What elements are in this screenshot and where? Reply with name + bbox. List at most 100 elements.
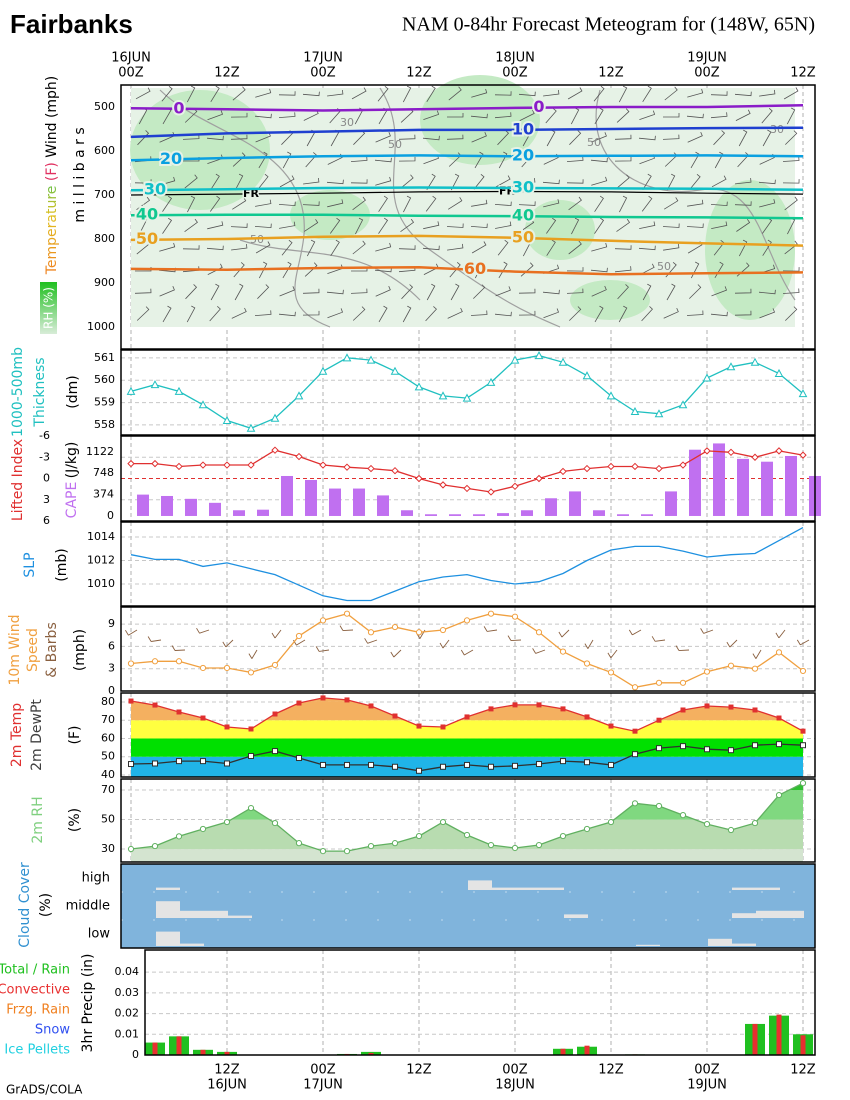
marker [560, 758, 566, 765]
isotherm-label: 0 [533, 97, 544, 116]
panel-frame [120, 84, 816, 350]
marker [775, 791, 783, 799]
marker [680, 707, 686, 713]
marker [440, 763, 446, 770]
rh-contour-label: 50 [587, 136, 601, 149]
marker [632, 751, 638, 758]
panel-label-2: CAPE [64, 482, 80, 519]
title: Fairbanks [10, 9, 133, 39]
cloud-bar [156, 901, 180, 918]
marker [679, 679, 687, 686]
marker [271, 446, 279, 454]
panel-label: Speed [25, 628, 41, 672]
y-tick-label: 0.02 [115, 1007, 140, 1020]
marker [223, 664, 231, 672]
marker [558, 357, 568, 366]
marker [536, 761, 542, 768]
marker [656, 717, 662, 723]
marker [799, 667, 807, 675]
cape-bar [185, 498, 197, 516]
time-label: 12Z [598, 66, 624, 81]
cape-bar [593, 510, 605, 516]
cloud-bar [180, 943, 204, 946]
time-label: 00Z [118, 66, 144, 81]
panel-label: & Barbs [44, 622, 60, 678]
time-label: 12Z [406, 66, 432, 81]
marker [536, 702, 542, 708]
marker [391, 840, 399, 847]
freezing-level [130, 190, 804, 196]
cape-bar [545, 498, 557, 516]
marker [464, 761, 470, 768]
level-label: low [88, 927, 111, 942]
marker [127, 660, 135, 667]
marker [535, 629, 543, 636]
marker [630, 406, 640, 416]
marker [247, 669, 255, 676]
isotherm [130, 234, 804, 247]
marker [511, 613, 519, 620]
unit-label: (%) [38, 893, 54, 917]
marker [415, 474, 423, 483]
marker [199, 825, 207, 833]
marker [174, 386, 184, 395]
y-tick-label: 60 [101, 731, 115, 744]
cloud-bar [156, 931, 180, 946]
marker [656, 745, 662, 752]
marker [584, 714, 590, 720]
y-tick-label: 0 [43, 472, 50, 485]
panel-label: Cloud Cover [17, 862, 33, 948]
marker [128, 761, 134, 768]
panel-frame [120, 521, 816, 607]
marker [270, 413, 280, 422]
y2-tick-label: 374 [93, 488, 114, 501]
wind-barbs [125, 625, 810, 659]
marker [224, 724, 230, 730]
cloud-bar [468, 880, 492, 890]
date-label: 17JUN [303, 1078, 343, 1093]
marker [151, 459, 159, 468]
precip-bar [584, 1045, 590, 1055]
y-tick-label: 558 [94, 418, 115, 431]
marker [487, 488, 495, 496]
marker [175, 462, 183, 471]
cape-bar [785, 455, 797, 516]
marker [343, 847, 351, 855]
cloud-bar [204, 910, 228, 918]
y-tick-label: 9 [108, 617, 115, 630]
precip-bar [800, 1035, 806, 1055]
y-tick-label: 1014 [87, 530, 115, 543]
marker [368, 703, 374, 709]
date-label: 17JUN [303, 51, 343, 66]
marker [366, 355, 376, 364]
marker [631, 462, 639, 471]
panel-label: Thickness [32, 357, 48, 427]
isotherm [130, 103, 804, 112]
y-tick-label: 30 [101, 842, 115, 855]
precip-bar [224, 1051, 230, 1055]
marker [799, 780, 807, 787]
panel-label: 10m Wind [7, 614, 23, 685]
marker [391, 623, 399, 631]
marker [367, 464, 375, 473]
isotherm-label: 50 [136, 229, 158, 248]
time-label: 12Z [214, 66, 240, 81]
time-label: 00Z [502, 66, 528, 81]
cloud-bar [708, 938, 732, 946]
marker [248, 726, 254, 732]
marker [535, 841, 543, 849]
cape-bar [377, 495, 389, 516]
marker [342, 353, 352, 362]
isotherm [130, 186, 804, 192]
isotherm-label: 20 [512, 146, 534, 165]
cape-bar [233, 510, 245, 516]
time-label: 00Z [310, 66, 336, 81]
panel-label-part: Wind (mph) [44, 76, 60, 162]
marker [415, 832, 423, 840]
cloud-bar [540, 887, 564, 890]
marker [798, 389, 808, 398]
date-label: 18JUN [495, 1078, 535, 1093]
legend-entry: Ice Pellets [4, 1043, 70, 1058]
marker [728, 747, 734, 754]
cape-bar [449, 514, 461, 516]
